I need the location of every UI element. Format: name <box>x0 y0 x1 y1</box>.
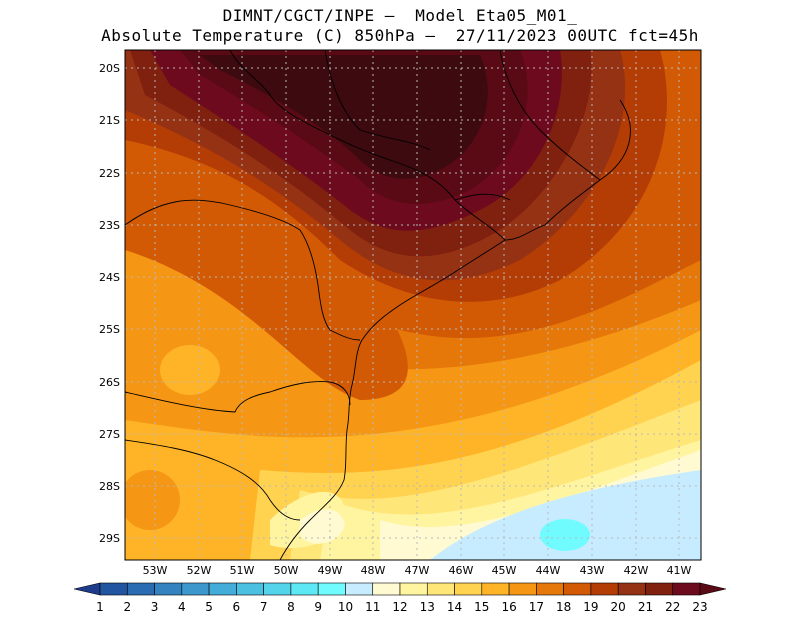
colorbar-label: 12 <box>392 600 407 614</box>
colorbar-label: 11 <box>365 600 380 614</box>
colorbar-swatch <box>672 582 701 596</box>
colorbar-label: 15 <box>474 600 489 614</box>
colorbar-swatch <box>399 582 428 596</box>
colorbar-swatch <box>481 582 510 596</box>
lon-label: 47W <box>405 564 430 577</box>
lon-label: 45W <box>492 564 517 577</box>
colorbar-label: 19 <box>583 600 598 614</box>
map-frame <box>124 49 702 561</box>
lon-label: 51W <box>230 564 255 577</box>
colorbar-swatch <box>426 582 455 596</box>
temperature-field <box>125 50 701 560</box>
colorbar-label: 17 <box>529 600 544 614</box>
colorbar-swatch <box>236 582 264 596</box>
colorbar-swatch <box>590 582 619 596</box>
lat-label: 23S <box>99 219 120 232</box>
colorbar-label: 3 <box>151 600 159 614</box>
colorbar: 1 2 3 4 5 6 7 8 9 10 11 12 13 14 15 16 17 18 19 20 21 22 23 <box>73 582 727 614</box>
lon-label: 43W <box>580 564 605 577</box>
lon-label: 46W <box>449 564 474 577</box>
colorbar-label: 16 <box>501 600 516 614</box>
colorbar-label: 5 <box>205 600 213 614</box>
colorbar-label: 6 <box>233 600 241 614</box>
colorbar-swatch <box>563 582 592 596</box>
lon-label: 44W <box>536 564 561 577</box>
map-title-line2: Absolute Temperature (C) 850hPa – 27/11/… <box>101 26 699 45</box>
colorbar-label: 4 <box>178 600 186 614</box>
colorbar-label: 1 <box>96 600 104 614</box>
lon-label: 48W <box>361 564 386 577</box>
colorbar-swatch <box>126 582 155 596</box>
colorbar-label: 7 <box>260 600 268 614</box>
lat-label: 27S <box>99 428 120 441</box>
colorbar-swatch <box>508 582 537 596</box>
colorbar-label: 10 <box>338 600 353 614</box>
lon-label: 50W <box>274 564 299 577</box>
lat-label: 28S <box>99 480 120 493</box>
colorbar-swatch <box>317 582 346 596</box>
lat-label: 24S <box>99 271 120 284</box>
colorbar-swatch <box>536 582 564 596</box>
lon-label: 53W <box>143 564 168 577</box>
colorbar-swatch <box>645 582 674 596</box>
colorbar-label: 21 <box>638 600 653 614</box>
colorbar-label: 22 <box>665 600 680 614</box>
colorbar-arrow-high <box>699 582 727 596</box>
colorbar-label: 13 <box>420 600 435 614</box>
lon-label: 41W <box>667 564 692 577</box>
colorbar-swatch <box>372 582 401 596</box>
lat-label: 20S <box>99 62 120 75</box>
coastline <box>125 50 631 560</box>
colorbar-swatch <box>181 582 210 596</box>
colorbar-label: 2 <box>123 600 131 614</box>
colorbar-swatch <box>99 582 128 596</box>
lat-label: 25S <box>99 323 120 336</box>
colorbar-swatch <box>454 582 483 596</box>
lat-label: 21S <box>99 114 120 127</box>
colorbar-label: 8 <box>287 600 295 614</box>
colorbar-swatch <box>154 582 183 596</box>
colorbar-label: 9 <box>314 600 322 614</box>
lon-label: 52W <box>187 564 212 577</box>
lon-label: 49W <box>318 564 343 577</box>
colorbar-label: 23 <box>692 600 707 614</box>
colorbar-label: 20 <box>611 600 626 614</box>
colorbar-swatch <box>345 582 374 596</box>
colorbar-swatch <box>617 582 646 596</box>
colorbar-swatch <box>263 582 292 596</box>
colorbar-label: 18 <box>556 600 571 614</box>
lat-label: 22S <box>99 167 120 180</box>
lon-label: 42W <box>624 564 649 577</box>
lat-label: 26S <box>99 376 120 389</box>
colorbar-arrow-low <box>73 582 101 596</box>
map-title-line1: DIMNT/CGCT/INPE – Model Eta05_M01_ <box>222 6 578 25</box>
colorbar-swatch <box>208 582 237 596</box>
lat-label: 29S <box>99 532 120 545</box>
colorbar-label: 14 <box>447 600 462 614</box>
colorbar-swatch <box>290 582 319 596</box>
